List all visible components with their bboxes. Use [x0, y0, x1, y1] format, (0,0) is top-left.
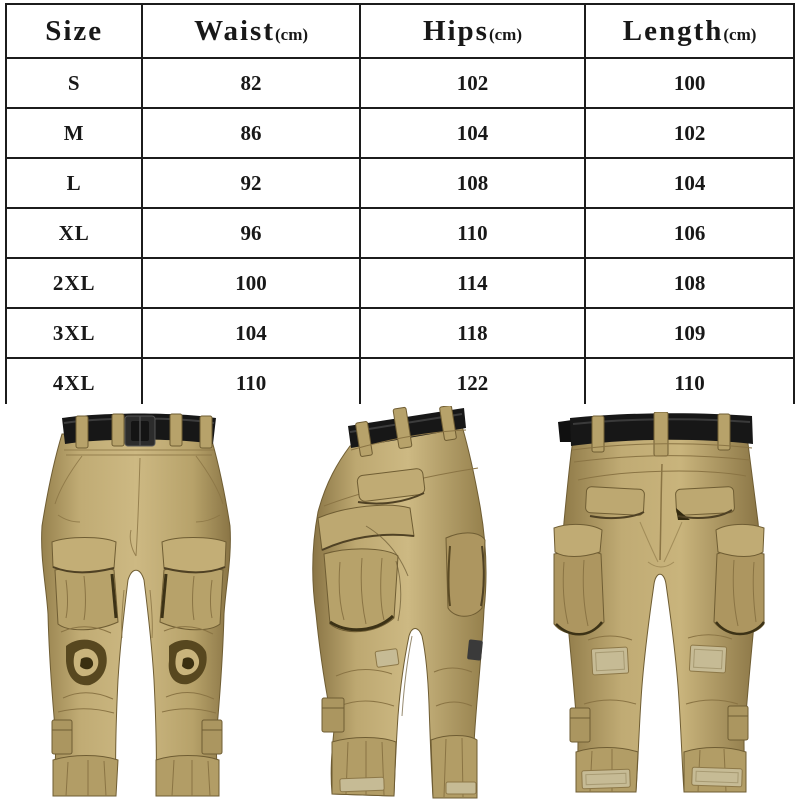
length-cell: 102 — [584, 107, 795, 159]
rear-pocket-right — [675, 486, 735, 520]
header-size: Size — [4, 3, 144, 59]
size-cell: S — [4, 57, 144, 109]
waist-cell: 82 — [141, 57, 361, 109]
pants-back-photo — [553, 412, 765, 793]
length-cell: 104 — [584, 157, 795, 209]
header-waist: Waist(cm) — [141, 3, 361, 59]
velcro-cuff-right — [445, 781, 477, 795]
length-cell: 109 — [584, 307, 795, 359]
length-cell: 108 — [584, 257, 795, 309]
center-back-seam — [659, 463, 663, 561]
size-row-4xl: 4XL 110 122 110 — [4, 357, 795, 409]
waist-seams — [54, 449, 224, 639]
pants-angled-back-photo — [312, 406, 487, 799]
pants-front-body — [41, 413, 231, 797]
velcro-knee-patches — [590, 644, 728, 676]
ankle-pocket — [321, 697, 345, 733]
waist-cell: 100 — [141, 257, 361, 309]
cargo-pocket-left — [553, 523, 605, 636]
header-hips: Hips(cm) — [358, 3, 587, 59]
cargo-pocket-thigh — [323, 548, 399, 633]
cargo-pocket-right — [713, 523, 765, 636]
hips-cell: 118 — [358, 307, 587, 359]
header-length: Length(cm) — [584, 3, 795, 59]
waist-cell: 96 — [141, 207, 361, 259]
belt-buckle — [124, 415, 156, 447]
pants-back-body — [553, 412, 765, 793]
waist-cell: 92 — [141, 157, 361, 209]
hips-cell: 114 — [358, 257, 587, 309]
length-cell: 106 — [584, 207, 795, 259]
size-cell: 2XL — [4, 257, 144, 309]
cuffs — [52, 755, 220, 797]
belt-loops — [591, 412, 731, 457]
length-cell: 110 — [584, 357, 795, 409]
size-cell: 3XL — [4, 307, 144, 359]
size-row-3xl: 3XL 104 118 109 — [4, 307, 795, 359]
cargo-pocket-left — [51, 537, 119, 631]
size-cell: 4XL — [4, 357, 144, 409]
velcro-patch-knee — [374, 648, 400, 668]
size-row-s: S 82 102 100 — [4, 57, 795, 109]
pants-front-photo — [41, 413, 231, 797]
size-cell: M — [4, 107, 144, 159]
velcro-cuff-right — [691, 766, 743, 788]
hips-cell: 104 — [358, 107, 587, 159]
rear-pocket-left — [585, 486, 645, 520]
velcro-cuff-left — [339, 776, 385, 793]
ankle-pockets — [51, 719, 223, 755]
size-row-l: L 92 108 104 — [4, 157, 795, 209]
size-chart-table: Size Waist(cm) Hips(cm) Length(cm) S 82 … — [4, 3, 795, 409]
cargo-pocket-right — [159, 537, 227, 631]
belt-loops — [75, 413, 213, 449]
size-row-xl: XL 96 110 106 — [4, 207, 795, 259]
size-row-2xl: 2XL 100 114 108 — [4, 257, 795, 309]
waist-cell: 86 — [141, 107, 361, 159]
rear-pocket — [356, 468, 426, 505]
hips-cell: 110 — [358, 207, 587, 259]
dark-patch — [467, 639, 483, 661]
size-cell: XL — [4, 207, 144, 259]
hips-cell: 122 — [358, 357, 587, 409]
size-cell: L — [4, 157, 144, 209]
size-chart-header-row: Size Waist(cm) Hips(cm) Length(cm) — [4, 3, 795, 59]
hip-flap — [317, 504, 415, 551]
waist-cell: 104 — [141, 307, 361, 359]
hips-cell: 102 — [358, 57, 587, 109]
hips-cell: 108 — [358, 157, 587, 209]
waist-cell: 110 — [141, 357, 361, 409]
ankle-pockets — [569, 705, 749, 743]
product-photo-gallery — [0, 404, 800, 800]
length-cell: 100 — [584, 57, 795, 109]
velcro-cuff-left — [581, 768, 631, 790]
cargo-pocket-far — [445, 532, 486, 617]
pants-angled-body — [312, 406, 487, 799]
cuffs — [331, 735, 478, 799]
size-row-m: M 86 104 102 — [4, 107, 795, 159]
cuffs — [575, 747, 747, 793]
knee-wrinkles — [57, 626, 217, 714]
